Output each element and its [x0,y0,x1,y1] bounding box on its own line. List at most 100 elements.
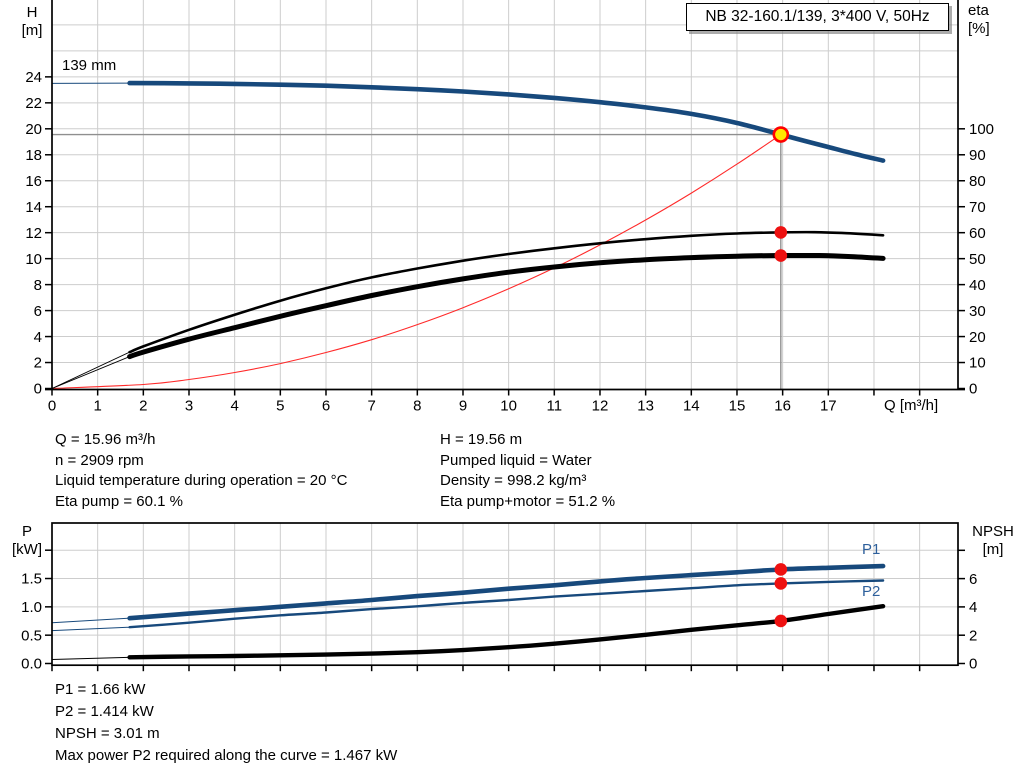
duty-marker-eta-pump [774,226,788,239]
duty-marker-p1-power [774,563,788,576]
info-eta-pump-motor: Eta pump+motor = 51.2 % [440,492,616,510]
y-right-tick-label: 4 [969,599,977,616]
series-eta-pump [51,351,131,389]
p-axis-title: P [kW] [4,523,50,559]
x-tick-label: 8 [413,398,421,415]
y-left-tick-label: 0.5 [21,627,42,644]
y-right-tick-label: 40 [969,277,986,294]
p2-curve-label: P2 [862,583,881,600]
h-axis-title-unit: [m] [21,22,43,39]
info-p1: P1 = 1.66 kW [55,681,146,698]
y-left-tick-label: 1.0 [21,599,42,616]
info-eta-pump: Eta pump = 60.1 % [55,492,183,510]
npsh-axis-title-symbol: NPSH [972,523,1014,540]
info-speed: n = 2909 rpm [55,451,144,469]
y-left-tick-label: 2 [34,355,42,372]
y-left-tick-label: 16 [25,173,42,190]
series-p2-power [128,579,885,629]
y-right-tick-label: 90 [969,147,986,164]
y-left-tick-label: 6 [34,303,42,320]
h-axis-title-symbol: H [26,4,38,21]
x-tick-label: 7 [367,398,375,415]
y-left-tick-label: 1.5 [21,571,42,588]
y-left-tick-label: 0 [34,381,42,398]
y-left-tick-label: 0.0 [21,656,42,673]
pn-chart-group: 0.0 0.5 1.0 1.5 0 2 4 6 [21,522,977,673]
info-p2: P2 = 1.414 kW [55,703,154,720]
x-tick-label: 17 [820,398,837,415]
y-right-tick-label: 6 [969,571,977,588]
series-npsh-curve [127,604,886,660]
info-q: Q = 15.96 m³/h [55,431,156,448]
duty-marker-eta-pump-motor [774,249,788,262]
series-p1-power [51,617,131,624]
duty-marker-npsh-curve [774,614,788,628]
y-right-tick-label: 2 [969,627,977,644]
x-tick-label: 9 [459,398,467,415]
qh-chart-group: 0 1 2 3 4 5 6 7 8 9 10 11 12 13 14 15 16 1702468101214161… [25,0,994,415]
p-axis-title-unit: [kW] [12,541,42,558]
y-right-tick-label: 30 [969,303,986,320]
x-tick-label: 4 [230,398,238,415]
chart-title: NB 32-160.1/139, 3*400 V, 50Hz [705,8,930,25]
info-pumped-liquid: Pumped liquid = Water [440,451,592,469]
info-liquid-temperature: Liquid temperature during operation = 20… [55,472,348,489]
x-tick-label: 12 [592,398,609,415]
y-right-tick-label: 80 [969,173,986,190]
y-right-tick-label: 70 [969,199,986,216]
p-axis-title-symbol: P [21,523,32,540]
y-left-tick-label: 4 [34,329,42,346]
y-left-tick-label: 18 [25,147,42,164]
y-left-tick-label: 12 [25,225,42,242]
y-left-tick-label: 8 [34,277,42,294]
x-tick-label: 3 [185,398,193,415]
series-p2-power [51,626,131,632]
series-eta-pump-motor [127,252,886,360]
x-tick-label: 10 [500,398,517,415]
x-tick-label: 14 [683,398,700,415]
info-h: H = 19.56 m [440,431,523,448]
p1-curve-label: P1 [862,541,881,558]
y-right-tick-label: 20 [969,329,986,346]
x-tick-label: 6 [322,398,330,415]
series-head-curve-139mm [127,80,886,163]
info-npsh: NPSH = 3.01 m [55,725,160,742]
y-right-tick-label: 100 [969,121,994,138]
x-tick-label: 5 [276,398,284,415]
series-eta-pump-motor [51,356,131,389]
x-tick-label: 13 [637,398,654,415]
y-right-tick-label: 50 [969,251,986,268]
npsh-axis-title-unit: [m] [982,541,1004,558]
npsh-axis-title: NPSH [m] [962,523,1024,559]
x-tick-label: 15 [729,398,746,415]
y-right-tick-label: 0 [969,656,977,673]
chart-title-box: NB 32-160.1/139, 3*400 V, 50Hz [686,3,949,31]
duty-info-left: Q = 15.96 m³/h n = 2909 rpm Liquid tempe… [55,430,347,512]
y-right-tick-label: 60 [969,225,986,242]
y-right-tick-label: 0 [969,381,977,398]
duty-point-marker[interactable] [772,126,790,143]
duty-info-right: H = 19.56 m Pumped liquid = Water Densit… [440,430,615,512]
series-eta-pump [128,230,885,354]
eta-axis-title: eta [%] [968,2,1012,38]
series-p1-power [127,563,886,621]
eta-axis-title-symbol: eta [968,2,989,19]
y-left-tick-label: 24 [25,69,42,86]
info-density: Density = 998.2 kg/m³ [440,472,587,489]
x-tick-label: 11 [547,398,563,415]
impeller-diameter-label: 139 mm [62,57,117,74]
x-tick-label: 2 [139,398,147,415]
power-info: P1 = 1.66 kW P2 = 1.414 kW NPSH = 3.01 m… [55,679,397,767]
series-npsh-curve [51,656,131,660]
info-max-power: Max power P2 required along the curve = … [55,747,398,764]
x-tick-label: 1 [93,398,101,415]
y-right-tick-label: 10 [969,355,986,372]
duty-marker-p2-power [774,577,788,590]
y-left-tick-label: 14 [25,199,42,216]
x-tick-label: 16 [774,398,791,415]
eta-axis-title-unit: [%] [968,20,990,37]
plot-border [51,522,959,667]
series-system-curve [51,133,782,390]
